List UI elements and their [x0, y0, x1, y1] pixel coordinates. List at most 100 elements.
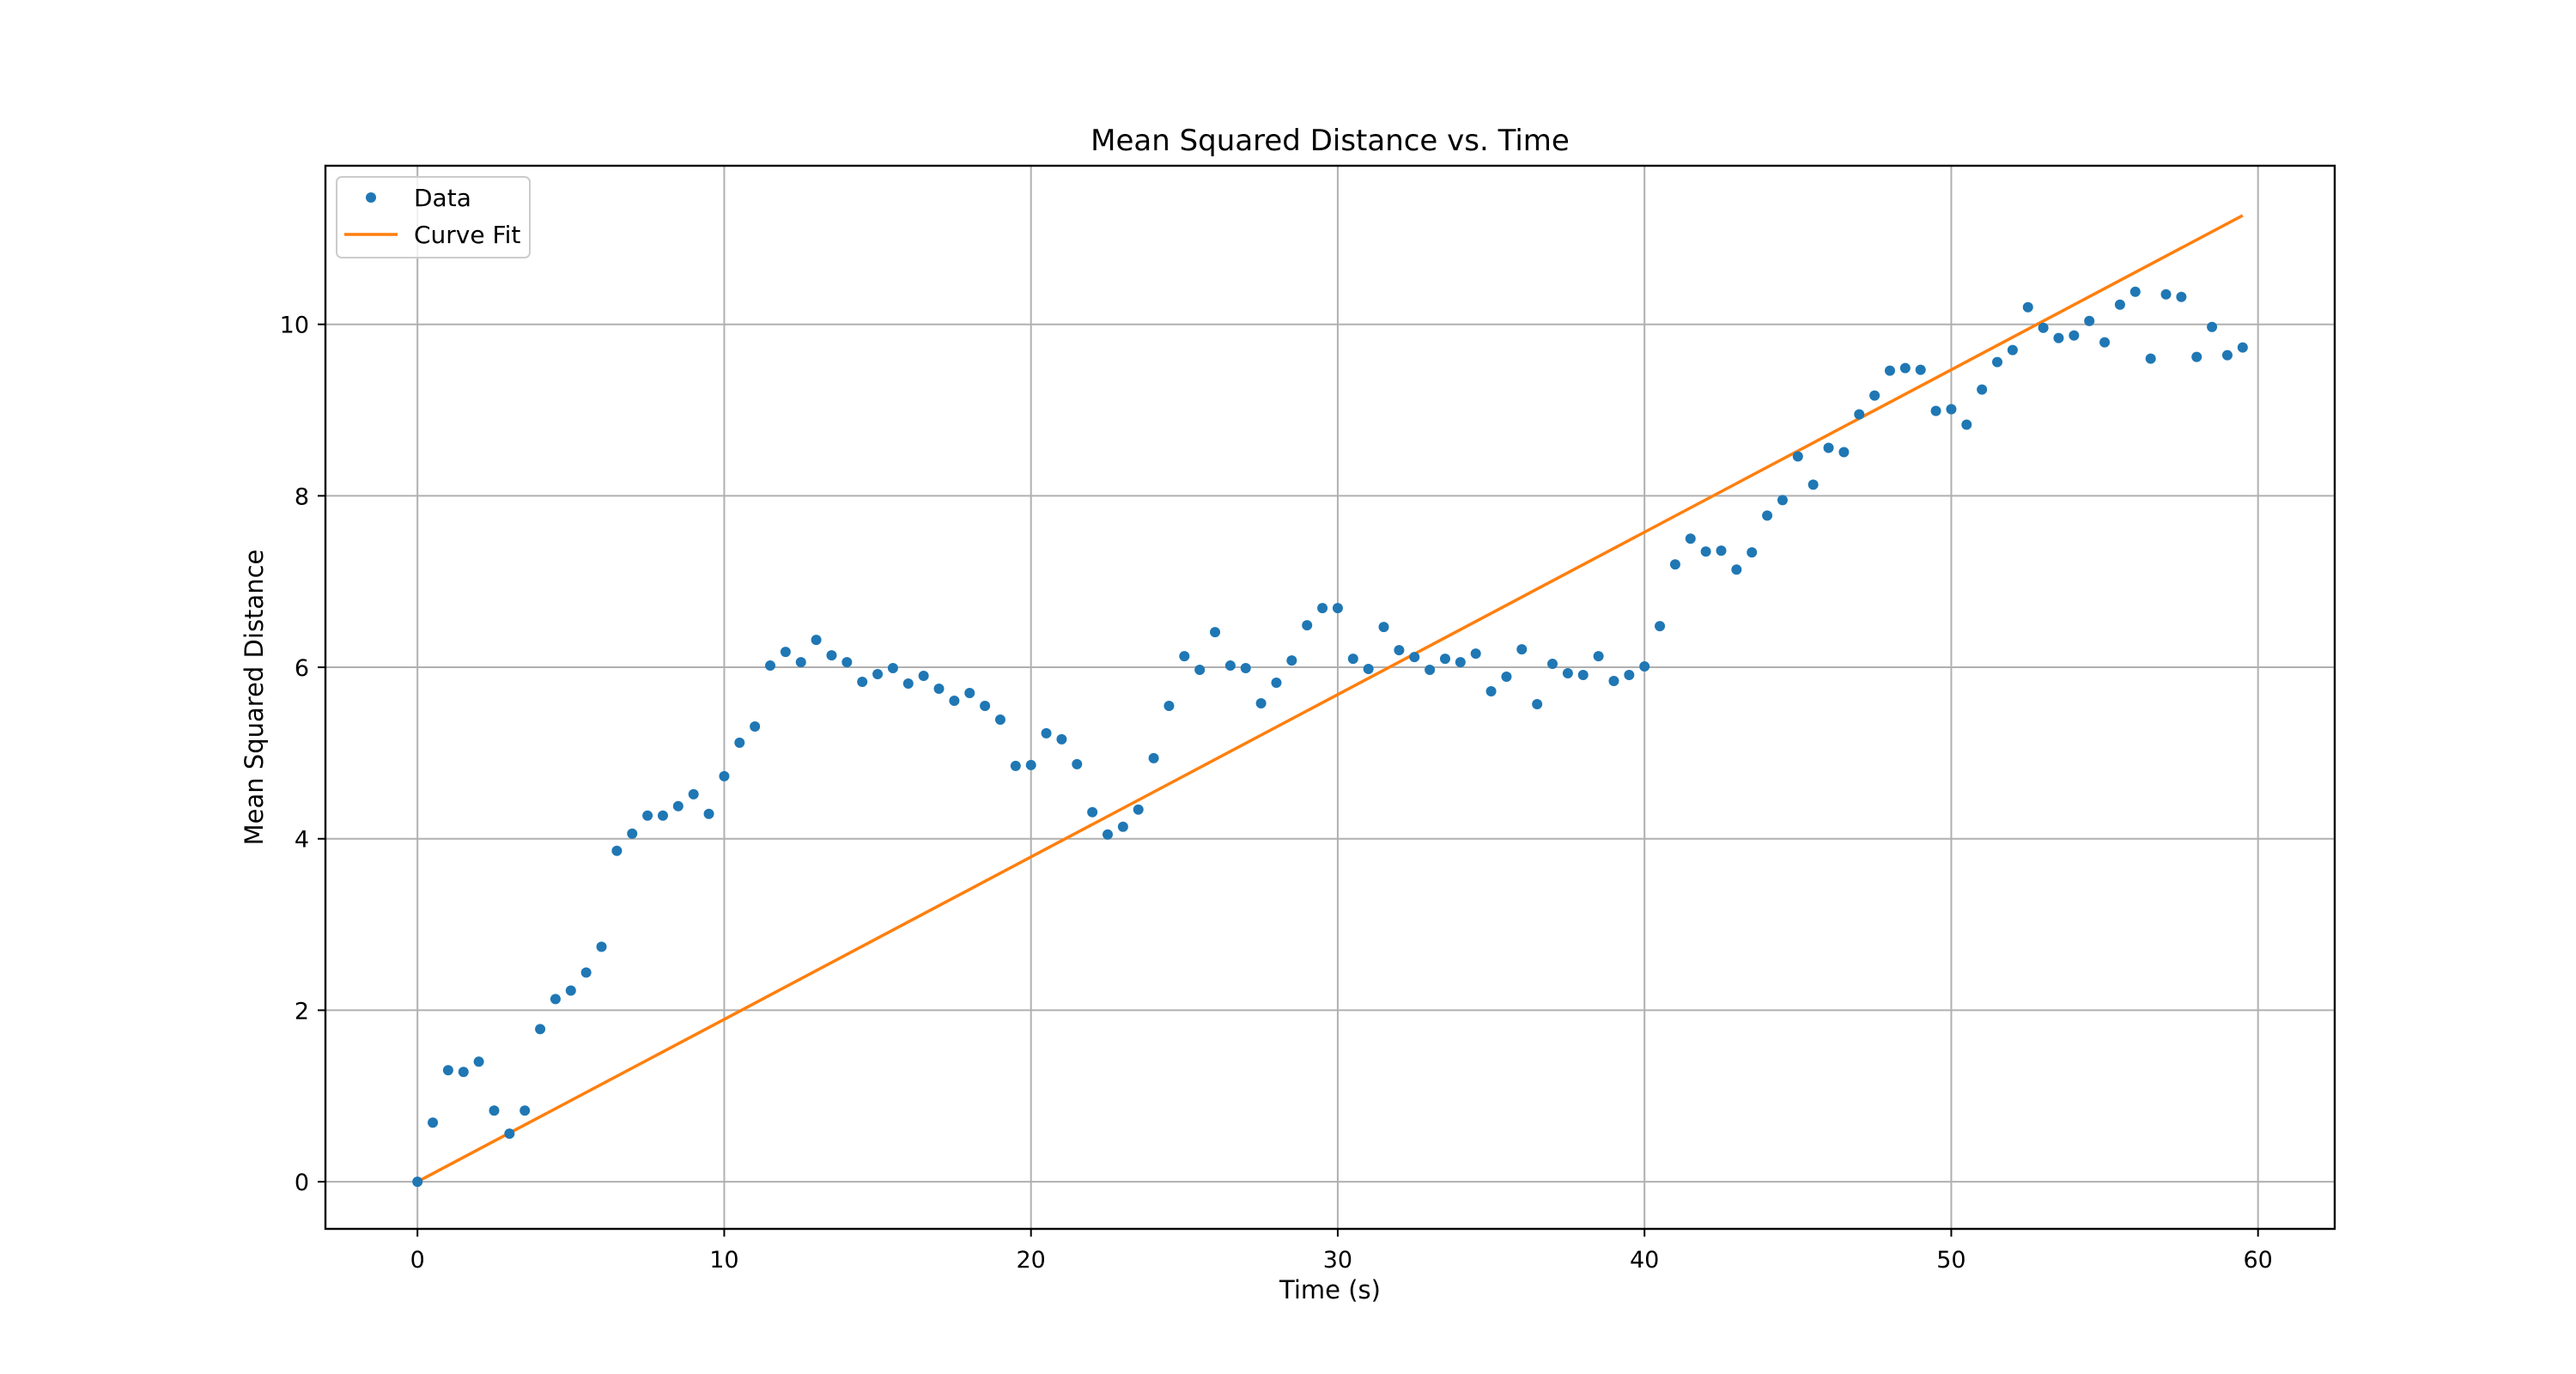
y-tick-label: 2 [295, 998, 309, 1024]
y-tick-label: 8 [295, 483, 309, 510]
data-point [1731, 564, 1742, 575]
data-point [580, 967, 592, 978]
data-point [2176, 291, 2187, 302]
data-point [780, 647, 791, 658]
data-point [1224, 660, 1236, 672]
data-point [458, 1067, 469, 1078]
data-point [872, 669, 884, 680]
data-point [1915, 364, 1926, 375]
data-point [2069, 330, 2080, 341]
data-point [442, 1065, 453, 1076]
data-point [2129, 286, 2141, 297]
data-point [841, 657, 853, 668]
data-point [1884, 365, 1895, 376]
data-point [1716, 545, 1727, 556]
data-point [1961, 419, 1972, 430]
data-point [2191, 351, 2202, 362]
data-point [2207, 321, 2218, 332]
data-point [535, 1024, 546, 1035]
data-point [2053, 332, 2064, 344]
data-point [994, 714, 1005, 725]
x-tick-label: 60 [2244, 1247, 2273, 1274]
data-point [2145, 353, 2156, 364]
legend-data-marker [366, 192, 376, 203]
data-point [1747, 547, 1758, 558]
data-point [887, 663, 898, 674]
data-point [1792, 451, 1803, 462]
data-point [1302, 620, 1313, 631]
x-axis-ticks: 0 10 20 30 40 50 60 [410, 1229, 2273, 1274]
data-point [902, 678, 914, 690]
legend-curve-fit-label: Curve Fit [414, 221, 520, 249]
data-point [1194, 665, 1206, 676]
data-point [1179, 651, 1190, 662]
legend: Data Curve Fit [336, 176, 531, 258]
data-point [657, 810, 668, 821]
data-point [795, 657, 806, 668]
data-point [1210, 627, 1221, 638]
data-point [1930, 405, 1941, 416]
data-point [596, 941, 607, 952]
y-axis-ticks: 0 2 4 6 8 10 [280, 313, 325, 1196]
data-point [2022, 301, 2033, 313]
data-point [672, 800, 683, 812]
data-point [2114, 299, 2125, 310]
data-point [980, 700, 991, 711]
data-point [611, 845, 623, 856]
data-point [2237, 342, 2248, 353]
data-point [949, 695, 960, 706]
data-point [1762, 510, 1773, 521]
data-point [519, 1105, 531, 1116]
data-point [1102, 829, 1113, 840]
data-point [473, 1056, 484, 1067]
data-point [1394, 645, 1405, 656]
data-point [703, 808, 714, 819]
data-point [550, 994, 561, 1005]
data-point [2160, 289, 2172, 300]
data-point [1593, 651, 1604, 662]
data-point [1010, 760, 1021, 771]
data-point [1992, 356, 2003, 368]
y-axis-label: Mean Squared Distance [240, 550, 269, 846]
data-point [1946, 404, 1957, 415]
data-point [1240, 663, 1251, 674]
x-tick-label: 40 [1630, 1247, 1659, 1274]
legend-data-label: Data [414, 184, 471, 212]
data-point [1332, 603, 1343, 614]
data-point [1669, 559, 1680, 570]
data-point [1685, 533, 1696, 544]
data-point [627, 828, 638, 839]
data-point [1056, 733, 1067, 745]
x-axis-label: Time (s) [1279, 1275, 1381, 1304]
data-point [933, 684, 945, 695]
data-point [811, 635, 822, 646]
x-tick-label: 10 [709, 1247, 738, 1274]
data-point [1363, 664, 1374, 675]
data-point [1807, 479, 1819, 490]
data-point [688, 788, 699, 799]
data-point [1317, 603, 1328, 614]
data-point [1655, 621, 1666, 632]
data-point [1409, 652, 1420, 663]
data-point [1777, 495, 1788, 506]
data-point [2007, 344, 2018, 356]
x-tick-label: 50 [1936, 1247, 1965, 1274]
data-point [1977, 384, 1988, 395]
y-tick-label: 0 [295, 1170, 309, 1196]
y-tick-label: 4 [295, 827, 309, 854]
plot-frame [324, 164, 2336, 1231]
data-point [857, 677, 868, 688]
data-point [1501, 672, 1512, 683]
data-point [1624, 670, 1635, 681]
data-point [2099, 337, 2111, 348]
data-point [826, 650, 837, 661]
data-point [2221, 350, 2233, 361]
data-point [719, 770, 730, 781]
data-point [1455, 657, 1466, 668]
data-point [1163, 700, 1175, 711]
data-point [1041, 727, 1052, 739]
data-point [1485, 686, 1497, 697]
data-point [1117, 821, 1128, 832]
data-point [504, 1128, 515, 1140]
data-point [1255, 697, 1267, 708]
